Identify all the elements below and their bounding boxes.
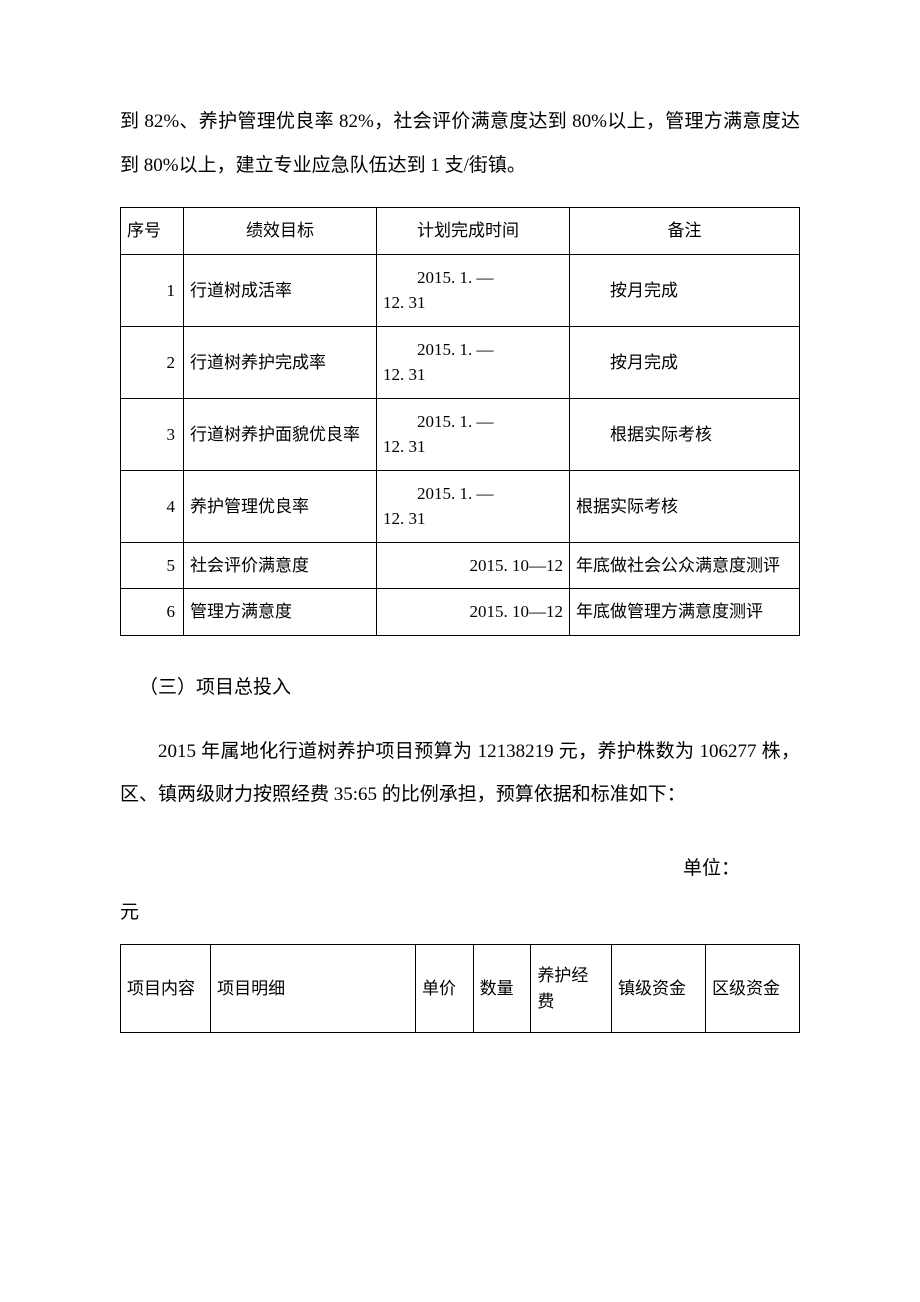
table-header-row: 项目内容 项目明细 单价 数量 养护经费 镇级资金 区级资金 — [121, 945, 800, 1033]
cell-seq: 4 — [121, 470, 184, 542]
cell-note: 年底做社会公众满意度测评 — [570, 542, 800, 589]
cell-note-text: 根据实际考核 — [576, 422, 793, 448]
cell-time: 2015. 1. — 12. 31 — [377, 326, 570, 398]
col-header-cost: 养护经费 — [531, 945, 612, 1033]
col-header-note: 备注 — [570, 208, 800, 255]
body-paragraph: 2015 年属地化行道树养护项目预算为 12138219 元，养护株数为 106… — [120, 730, 800, 817]
cell-goal: 管理方满意度 — [184, 589, 377, 636]
col-header-town-fund: 镇级资金 — [611, 945, 705, 1033]
cell-time-l1: 2015. 1. — — [383, 481, 563, 507]
cell-time-l1: 2015. 1. — — [383, 337, 563, 363]
intro-paragraph: 到 82%、养护管理优良率 82%，社会评价满意度达到 80%以上，管理方满意度… — [120, 100, 800, 187]
cell-note-text: 年底做管理方满意度测评 — [576, 602, 763, 621]
cell-time: 2015. 1. — 12. 31 — [377, 254, 570, 326]
cell-note: 年底做管理方满意度测评 — [570, 589, 800, 636]
table-header-row: 序号 绩效目标 计划完成时间 备注 — [121, 208, 800, 255]
col-header-price: 单价 — [415, 945, 473, 1033]
unit-label: 单位： 元 — [120, 847, 800, 934]
table-row: 4 养护管理优良率 2015. 1. — 12. 31 根据实际考核 — [121, 470, 800, 542]
cell-time-l2: 12. 31 — [383, 365, 426, 384]
performance-goal-table: 序号 绩效目标 计划完成时间 备注 1 行道树成活率 2015. 1. — 12… — [120, 207, 800, 636]
cell-seq: 2 — [121, 326, 184, 398]
cell-note-text: 按月完成 — [576, 278, 793, 304]
cell-goal: 行道树成活率 — [184, 254, 377, 326]
cell-time: 2015. 10—12 — [377, 542, 570, 589]
cell-seq: 5 — [121, 542, 184, 589]
cell-time-l1: 2015. 1. — — [383, 409, 563, 435]
cell-seq: 1 — [121, 254, 184, 326]
table-row: 5 社会评价满意度 2015. 10—12 年底做社会公众满意度测评 — [121, 542, 800, 589]
cell-goal: 社会评价满意度 — [184, 542, 377, 589]
section-heading: （三）项目总投入 — [120, 666, 800, 710]
cell-time-l1: 2015. 1. — — [383, 265, 563, 291]
cell-note-text: 年底做社会公众满意度测评 — [576, 556, 780, 575]
col-header-time: 计划完成时间 — [377, 208, 570, 255]
col-header-time-text: 计划完成时间 — [383, 218, 563, 244]
cell-note: 根据实际考核 — [570, 470, 800, 542]
cell-note: 根据实际考核 — [570, 398, 800, 470]
cell-goal: 养护管理优良率 — [184, 470, 377, 542]
col-header-district-fund: 区级资金 — [705, 945, 799, 1033]
cell-time: 2015. 1. — 12. 31 — [377, 470, 570, 542]
col-header-qty: 数量 — [473, 945, 531, 1033]
cell-goal: 行道树养护面貌优良率 — [184, 398, 377, 470]
table-row: 6 管理方满意度 2015. 10—12 年底做管理方满意度测评 — [121, 589, 800, 636]
col-header-seq: 序号 — [121, 208, 184, 255]
cell-time: 2015. 1. — 12. 31 — [377, 398, 570, 470]
cell-note-text: 根据实际考核 — [576, 497, 678, 516]
cell-time-l2: 12. 31 — [383, 437, 426, 456]
unit-label-l1: 单位： — [120, 847, 800, 891]
col-header-goal: 绩效目标 — [184, 208, 377, 255]
cell-time-l2: 12. 31 — [383, 293, 426, 312]
table-row: 1 行道树成活率 2015. 1. — 12. 31 按月完成 — [121, 254, 800, 326]
cell-note-text: 按月完成 — [576, 350, 793, 376]
document-page: 到 82%、养护管理优良率 82%，社会评价满意度达到 80%以上，管理方满意度… — [0, 0, 920, 1302]
cell-goal: 行道树养护完成率 — [184, 326, 377, 398]
cell-note: 按月完成 — [570, 326, 800, 398]
budget-table: 项目内容 项目明细 单价 数量 养护经费 镇级资金 区级资金 — [120, 944, 800, 1033]
cell-time: 2015. 10—12 — [377, 589, 570, 636]
cell-note: 按月完成 — [570, 254, 800, 326]
cell-seq: 3 — [121, 398, 184, 470]
col-header-content: 项目内容 — [121, 945, 211, 1033]
table-row: 3 行道树养护面貌优良率 2015. 1. — 12. 31 根据实际考核 — [121, 398, 800, 470]
cell-time-l2: 12. 31 — [383, 509, 426, 528]
col-header-detail: 项目明细 — [211, 945, 416, 1033]
cell-seq: 6 — [121, 589, 184, 636]
unit-label-l2: 元 — [120, 891, 800, 935]
table-row: 2 行道树养护完成率 2015. 1. — 12. 31 按月完成 — [121, 326, 800, 398]
